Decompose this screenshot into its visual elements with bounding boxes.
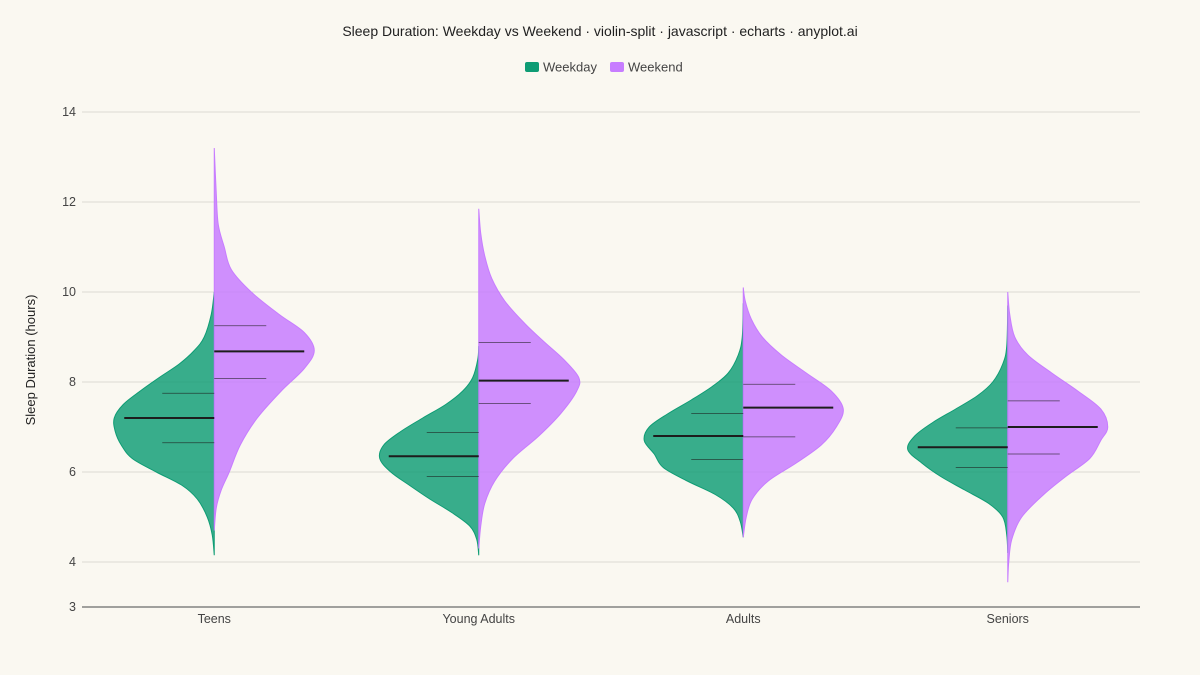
legend-item-weekend[interactable]: Weekend <box>610 60 683 75</box>
violin-weekday-seniors[interactable] <box>907 305 1009 554</box>
y-tick-label: 6 <box>69 465 76 479</box>
legend-swatch-weekday <box>525 62 539 72</box>
violin-weekend-young-adults[interactable] <box>478 208 581 549</box>
y-tick-label: 4 <box>69 555 76 569</box>
x-tick-label: Teens <box>198 612 231 626</box>
legend-item-weekday[interactable]: Weekday <box>525 60 597 75</box>
violin-weekday-teens[interactable] <box>113 291 215 556</box>
legend-label-weekday: Weekday <box>543 60 597 75</box>
y-axis-ticks: 3 4 6 8 10 12 14 <box>62 105 76 614</box>
violin-weekday-young-adults[interactable] <box>378 345 480 556</box>
x-tick-label: Seniors <box>987 612 1029 626</box>
y-tick-label: 8 <box>69 375 76 389</box>
y-tick-label: 3 <box>69 600 76 614</box>
y-tick-label: 10 <box>62 285 76 299</box>
legend-label-weekend: Weekend <box>628 60 683 75</box>
legend-swatch-weekend <box>610 62 624 72</box>
violin-weekend-teens[interactable] <box>213 147 315 531</box>
quartile-lines <box>124 325 1098 477</box>
violins <box>113 147 1109 583</box>
y-tick-label: 14 <box>62 105 76 119</box>
chart-title: Sleep Duration: Weekday vs Weekend · vio… <box>342 23 857 39</box>
violin-weekday-adults[interactable] <box>643 303 744 538</box>
x-tick-label: Adults <box>726 612 761 626</box>
y-tick-label: 12 <box>62 195 76 209</box>
x-axis-ticks: Teens Young Adults Adults Seniors <box>198 612 1029 626</box>
violin-weekend-seniors[interactable] <box>1007 291 1109 583</box>
y-axis-title: Sleep Duration (hours) <box>23 295 38 426</box>
x-tick-label: Young Adults <box>442 612 515 626</box>
violin-weekend-adults[interactable] <box>742 287 844 538</box>
legend: Weekday Weekend <box>525 60 683 75</box>
